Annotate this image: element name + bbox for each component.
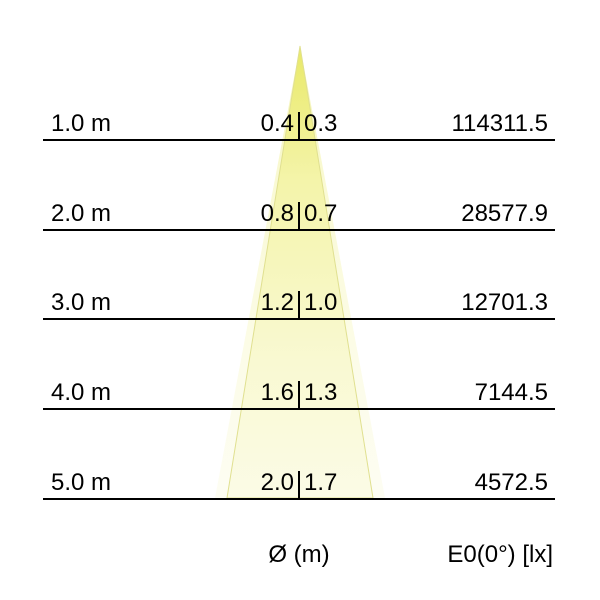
diameter-outer-value: 2.0 bbox=[260, 469, 294, 496]
center-tick bbox=[298, 291, 300, 318]
row-2m: 2.0 m 0.8 0.7 28577.9 bbox=[43, 193, 555, 231]
illuminance-value: 12701.3 bbox=[461, 289, 548, 316]
distance-label: 2.0 m bbox=[51, 200, 112, 227]
center-tick bbox=[298, 381, 300, 408]
illuminance-value: 28577.9 bbox=[461, 200, 548, 227]
diameter-column-label: Ø (m) bbox=[268, 541, 330, 568]
distance-label: 4.0 m bbox=[51, 379, 112, 406]
diameter-outer-value: 0.4 bbox=[260, 110, 294, 137]
illuminance-column-label: E0(0°) [lx] bbox=[447, 541, 553, 568]
row-1m: 1.0 m 0.4 0.3 114311.5 bbox=[43, 103, 555, 141]
diameter-inner-value: 0.3 bbox=[304, 110, 338, 137]
illuminance-value: 7144.5 bbox=[474, 379, 548, 406]
row-4m: 4.0 m 1.6 1.3 7144.5 bbox=[43, 372, 555, 410]
distance-label: 1.0 m bbox=[51, 110, 112, 137]
diameter-inner-value: 0.7 bbox=[304, 200, 338, 227]
distance-label: 5.0 m bbox=[51, 469, 112, 496]
distance-label: 3.0 m bbox=[51, 289, 112, 316]
footer-labels: Ø (m) E0(0°) [lx] bbox=[43, 541, 555, 571]
center-tick bbox=[298, 471, 300, 498]
diameter-outer-value: 1.2 bbox=[260, 289, 294, 316]
row-3m: 3.0 m 1.2 1.0 12701.3 bbox=[43, 282, 555, 320]
diameter-inner-value: 1.0 bbox=[304, 289, 338, 316]
illuminance-value: 4572.5 bbox=[474, 469, 548, 496]
diameter-inner-value: 1.7 bbox=[304, 469, 338, 496]
center-tick bbox=[298, 112, 300, 139]
center-tick bbox=[298, 202, 300, 229]
diameter-inner-value: 1.3 bbox=[304, 379, 338, 406]
row-5m: 5.0 m 2.0 1.7 4572.5 bbox=[43, 462, 555, 500]
diameter-outer-value: 0.8 bbox=[260, 200, 294, 227]
diameter-outer-value: 1.6 bbox=[260, 379, 294, 406]
illuminance-value: 114311.5 bbox=[451, 110, 548, 137]
